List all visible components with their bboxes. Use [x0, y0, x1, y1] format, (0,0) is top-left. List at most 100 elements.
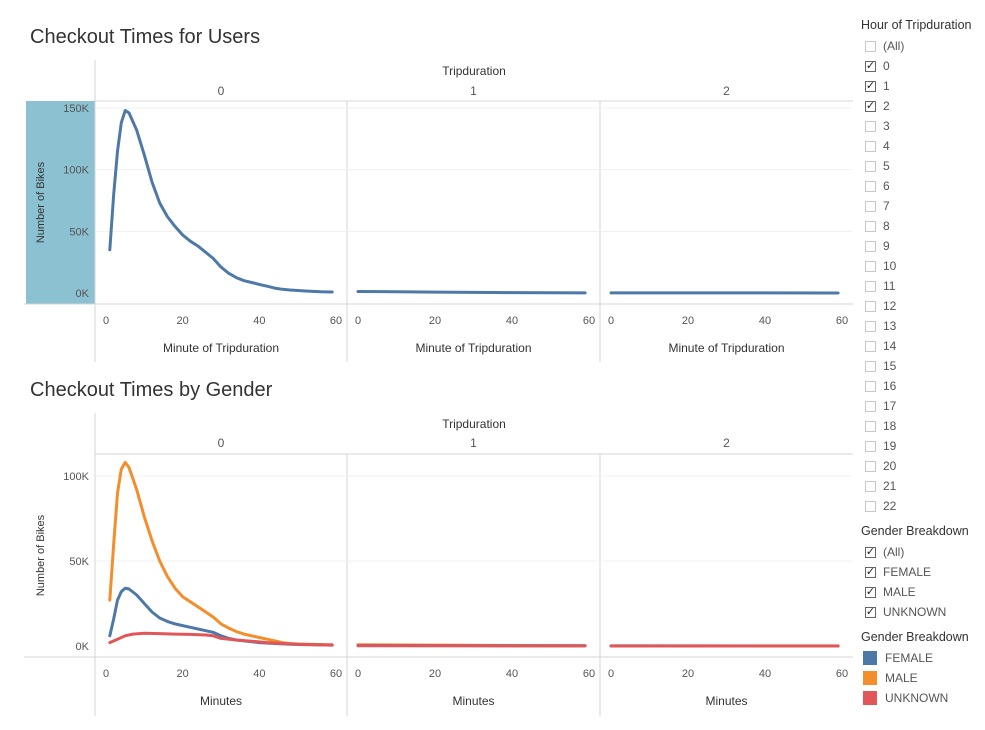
- checkbox-unchecked-icon[interactable]: [865, 280, 876, 292]
- y-tick-label: 0K: [76, 641, 90, 653]
- gender-filter-option-label: UNKNOWN: [883, 605, 947, 619]
- hour-filter-option[interactable]: 16: [861, 376, 985, 396]
- legend-swatch: [863, 671, 877, 685]
- checkbox-unchecked-icon[interactable]: [865, 440, 876, 452]
- checkbox-unchecked-icon[interactable]: [865, 460, 876, 472]
- hour-filter-option[interactable]: 17: [861, 396, 985, 416]
- hour-filter-option-label: 1: [883, 79, 890, 93]
- x-axis-title: Minutes: [200, 694, 242, 708]
- series-line-male: [108, 460, 334, 647]
- checkbox-unchecked-icon[interactable]: [865, 180, 876, 192]
- checkbox-unchecked-icon[interactable]: [865, 160, 876, 172]
- checkbox-unchecked-icon[interactable]: [865, 400, 876, 412]
- hour-filter-title: Hour of Tripduration: [861, 18, 972, 32]
- series-line-bikes: [108, 109, 334, 294]
- checkbox-checked-icon[interactable]: ✓: [865, 545, 876, 558]
- checkbox-unchecked-icon[interactable]: [865, 420, 876, 432]
- hour-filter-option[interactable]: 12: [861, 296, 985, 316]
- x-tick-label: 0: [103, 315, 109, 327]
- hour-filter-option[interactable]: 9: [861, 236, 985, 256]
- hour-filter-option-label: 18: [883, 419, 897, 433]
- panel-label: 1: [470, 436, 477, 450]
- checkbox-unchecked-icon[interactable]: [865, 220, 876, 232]
- gender-filter-option-label: (All): [883, 545, 905, 559]
- chart-title-gender: Checkout Times by Gender: [30, 379, 273, 401]
- hour-filter-option[interactable]: 6: [861, 176, 985, 196]
- gender-filter-option[interactable]: ✓ MALE: [861, 582, 985, 602]
- hour-filter-option[interactable]: 11: [861, 276, 985, 296]
- x-axis-title: Minutes: [705, 694, 747, 708]
- panel-label: 2: [723, 436, 730, 450]
- legend-item[interactable]: UNKNOWN: [861, 688, 985, 708]
- checkbox-checked-icon[interactable]: ✓: [865, 99, 876, 112]
- hour-filter-option-label: 8: [883, 219, 890, 233]
- checkbox-unchecked-icon[interactable]: [865, 200, 876, 212]
- checkbox-unchecked-icon[interactable]: [865, 500, 876, 512]
- hour-filter-option[interactable]: 4: [861, 136, 985, 156]
- hour-filter-option-label: (All): [883, 39, 905, 53]
- legend-item[interactable]: FEMALE: [861, 648, 985, 668]
- checkbox-checked-icon[interactable]: ✓: [865, 565, 876, 578]
- hour-filter-list: (All) ✓ 0 ✓ 1 ✓ 2 3 4 5 6 7 8 9 10 11 12 13 14 15 16 17 18 19 20…: [861, 36, 985, 516]
- column-header: Tripduration: [442, 64, 506, 78]
- y-tick-label: 50K: [69, 556, 89, 568]
- x-axis-title: Minutes: [452, 694, 494, 708]
- checkbox-unchecked-icon[interactable]: [865, 300, 876, 312]
- hour-filter-option-label: 19: [883, 439, 897, 453]
- hour-filter-option-label: 20: [883, 459, 897, 473]
- hour-filter-option[interactable]: ✓ 1: [861, 76, 985, 96]
- x-tick-label: 20: [682, 668, 694, 680]
- x-tick-label: 0: [355, 668, 361, 680]
- hour-filter-option[interactable]: 19: [861, 436, 985, 456]
- hour-filter-option-label: 3: [883, 119, 890, 133]
- checkbox-unchecked-icon[interactable]: [865, 340, 876, 352]
- hour-filter-option[interactable]: ✓ 0: [861, 56, 985, 76]
- hour-filter-option[interactable]: ✓ 2: [861, 96, 985, 116]
- checkbox-unchecked-icon[interactable]: [865, 140, 876, 152]
- checkbox-unchecked-icon[interactable]: [865, 320, 876, 332]
- hour-filter-option[interactable]: 20: [861, 456, 985, 476]
- x-tick-label: 40: [506, 668, 518, 680]
- checkbox-unchecked-icon[interactable]: [865, 360, 876, 372]
- hour-filter-option[interactable]: 5: [861, 156, 985, 176]
- gender-filter-option[interactable]: ✓ (All): [861, 542, 985, 562]
- hour-filter-option[interactable]: 8: [861, 216, 985, 236]
- x-axis-title: Minute of Tripduration: [163, 341, 279, 355]
- checkbox-checked-icon[interactable]: ✓: [865, 79, 876, 92]
- hour-filter-option-label: 7: [883, 199, 890, 213]
- hour-filter-option[interactable]: 14: [861, 336, 985, 356]
- x-tick-label: 40: [253, 668, 265, 680]
- hour-filter-option[interactable]: 21: [861, 476, 985, 496]
- checkbox-unchecked-icon[interactable]: [865, 260, 876, 272]
- checkbox-checked-icon[interactable]: ✓: [865, 59, 876, 72]
- hour-filter-option-label: 11: [883, 279, 896, 293]
- checkbox-unchecked-icon[interactable]: [865, 120, 876, 132]
- x-tick-label: 40: [759, 315, 771, 327]
- checkbox-unchecked-icon[interactable]: [865, 380, 876, 392]
- y-axis-highlight: [26, 101, 95, 304]
- hour-filter-option[interactable]: 15: [861, 356, 985, 376]
- hour-filter-option[interactable]: 22: [861, 496, 985, 516]
- y-tick-label: 0K: [76, 288, 90, 300]
- legend-item[interactable]: MALE: [861, 668, 985, 688]
- hour-filter-option-label: 14: [883, 339, 897, 353]
- hour-filter-option[interactable]: 3: [861, 116, 985, 136]
- hour-filter-option[interactable]: 10: [861, 256, 985, 276]
- hour-filter-option[interactable]: (All): [861, 36, 985, 56]
- hour-filter-option-label: 10: [883, 259, 897, 273]
- hour-filter-option[interactable]: 7: [861, 196, 985, 216]
- hour-filter-option[interactable]: 18: [861, 416, 985, 436]
- checkbox-checked-icon[interactable]: ✓: [865, 585, 876, 598]
- legend-title: Gender Breakdown: [861, 630, 969, 644]
- panel-label: 0: [218, 436, 225, 450]
- x-tick-label: 0: [355, 315, 361, 327]
- x-tick-label: 20: [429, 315, 441, 327]
- hour-filter-option[interactable]: 13: [861, 316, 985, 336]
- gender-filter-option[interactable]: ✓ UNKNOWN: [861, 602, 985, 622]
- checkbox-checked-icon[interactable]: ✓: [865, 605, 876, 618]
- checkbox-unchecked-icon[interactable]: [865, 480, 876, 492]
- color-legend: FEMALE MALE UNKNOWN: [861, 648, 985, 708]
- checkbox-unchecked-icon[interactable]: [865, 240, 876, 252]
- gender-filter-option[interactable]: ✓ FEMALE: [861, 562, 985, 582]
- checkbox-unchecked-icon[interactable]: [865, 40, 876, 52]
